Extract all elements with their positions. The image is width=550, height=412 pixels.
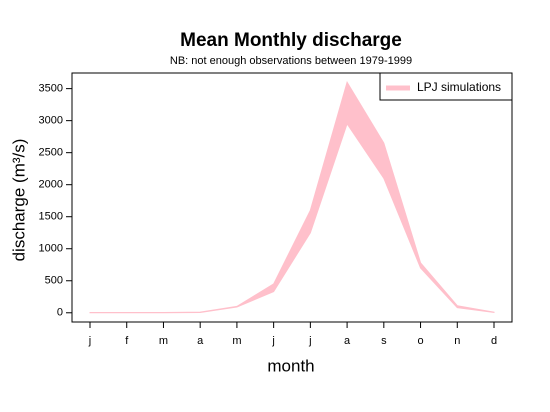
y-tick-label: 1000 [39,243,63,255]
y-tick-label: 2500 [39,147,63,159]
x-tick-label: s [381,335,387,347]
x-tick-label: n [454,335,460,347]
chart-title: Mean Monthly discharge [180,30,402,51]
y-tick-label: 3000 [39,115,63,127]
x-tick-label: m [159,335,168,347]
y-tick-label: 3500 [39,83,63,95]
y-tick-label: 0 [57,307,63,319]
legend-label: LPJ simulations [417,80,501,94]
x-tick-label: j [308,335,311,347]
x-tick-label: j [88,335,91,347]
x-tick-label: j [271,335,274,347]
x-tick-label: d [491,335,497,347]
x-tick-label: a [344,335,351,347]
plot-frame [71,72,513,323]
x-tick-label: m [232,335,241,347]
y-tick-label: 500 [45,275,63,287]
x-tick-label: f [125,335,129,347]
x-tick-label: a [197,335,204,347]
x-tick-label: o [417,335,423,347]
band-area [89,80,495,314]
y-tick-label: 2000 [39,179,63,191]
y-axis-label: discharge (m³/s) [9,139,28,262]
y-tick-label: 1500 [39,211,63,223]
x-axis-label: month [267,356,314,375]
chart-subtitle: NB: not enough observations between 1979… [170,55,412,67]
